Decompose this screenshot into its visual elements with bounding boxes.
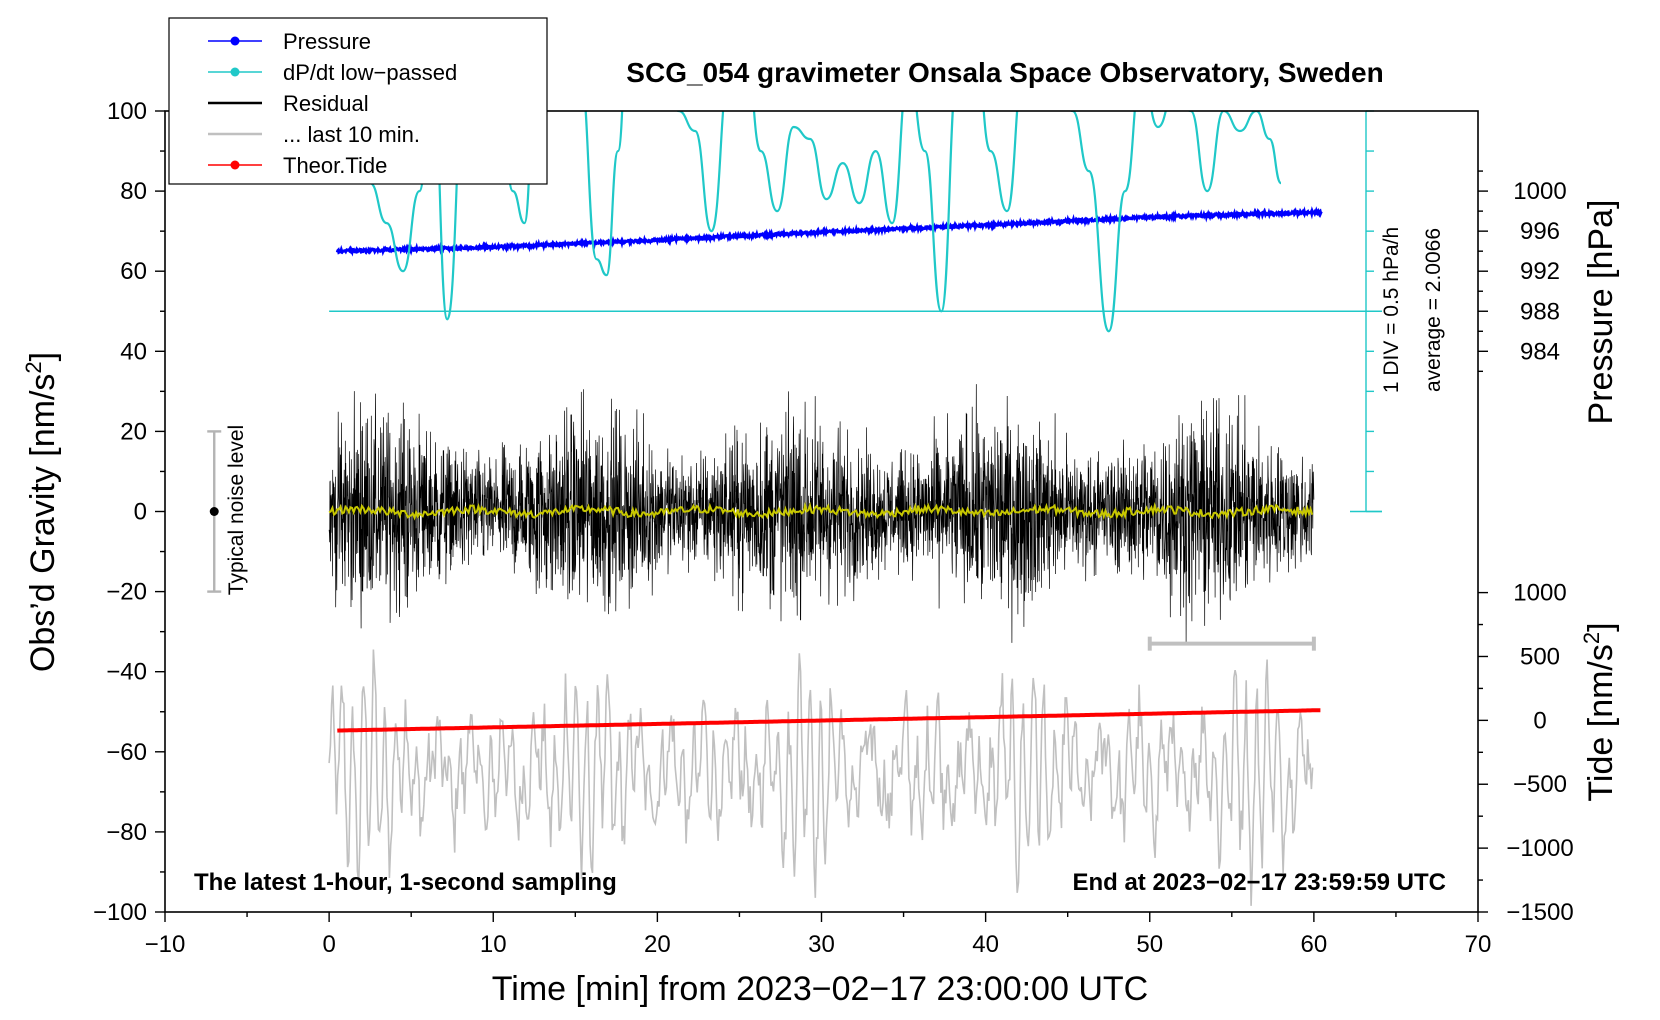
last-10-min-line	[328, 649, 1314, 906]
tide-axis-label-end: ]	[1582, 622, 1620, 631]
tide-axis-label-main: Tide [nm/s	[1582, 644, 1620, 801]
pressure-tick-label: 996	[1520, 218, 1560, 245]
x-tick-label: 30	[808, 931, 835, 958]
x-axis-label: Time [min] from 2023−02−17 23:00:00 UTC	[492, 970, 1148, 1008]
legend-marker	[230, 36, 240, 46]
tide-axis-label: Tide [nm/s2]	[1579, 622, 1620, 801]
legend-label: dP/dt low−passed	[283, 60, 457, 85]
pressure-tick-label: 1000	[1513, 178, 1566, 205]
tide-tick-label: −500	[1513, 771, 1567, 798]
theoretical-tide-line	[337, 708, 1321, 733]
tide-tick-label: 500	[1520, 643, 1560, 670]
x-tick-label: 50	[1136, 931, 1163, 958]
x-tick-label: 20	[644, 931, 671, 958]
dpdt-lowpassed-line	[359, 111, 1283, 333]
y-tick-label: −20	[106, 579, 147, 606]
pressure-tick-label: 992	[1520, 258, 1560, 285]
x-tick-label: 10	[480, 931, 507, 958]
tide-tick-label: 1000	[1513, 580, 1566, 607]
y-axis-label-main: Obs’d Gravity [nm/s	[24, 374, 62, 673]
y-tick-label: −100	[93, 899, 147, 926]
legend-box	[168, 17, 548, 185]
legend-marker	[230, 160, 240, 170]
legend-label: Residual	[283, 91, 369, 116]
pressure-tick-label: 988	[1520, 298, 1560, 325]
tide-tick-label: −1500	[1506, 899, 1573, 926]
pressure-line	[335, 206, 1323, 257]
tide-tick-label: −1000	[1506, 835, 1573, 862]
noise-bar-center	[209, 507, 219, 516]
tide-tick-label: 0	[1533, 707, 1546, 734]
axes-layer	[155, 110, 1488, 922]
y-tick-label: 20	[120, 418, 147, 445]
legend: Pressure dP/dt low−passed Residual ... last…	[168, 17, 548, 185]
y-tick-label: 0	[134, 499, 147, 526]
chart-title: SCG_054 gravimeter Onsala Space Observat…	[626, 57, 1383, 88]
y-axis-label-sup: 2	[21, 361, 46, 373]
y-tick-label: −40	[106, 659, 147, 686]
legend-label: Theor.Tide	[283, 153, 387, 178]
legend-label: ... last 10 min.	[283, 122, 420, 147]
y-tick-label: −60	[106, 739, 147, 766]
sampling-annotation: The latest 1-hour, 1-second sampling	[194, 869, 617, 896]
y-axis-label-end: ]	[24, 352, 62, 361]
dpdt-average-label: average = 2.0066	[1422, 228, 1445, 392]
x-tick-label: 70	[1465, 931, 1492, 958]
data-layer	[207, 110, 1382, 906]
legend-marker	[230, 67, 240, 77]
y-axis-label: Obs’d Gravity [nm/s2]	[21, 352, 62, 672]
end-time-annotation: End at 2023−02−17 23:59:59 UTC	[1072, 869, 1446, 896]
residual-line	[328, 384, 1315, 645]
pressure-tick-label: 984	[1520, 338, 1560, 365]
noise-level-label: Typical noise level	[225, 425, 248, 595]
legend-label: Pressure	[283, 29, 371, 54]
y-tick-label: −80	[106, 819, 147, 846]
y-tick-label: 100	[107, 98, 147, 125]
x-tick-label: −10	[145, 931, 186, 958]
x-tick-label: 60	[1301, 931, 1328, 958]
residual-lowpass-line	[328, 501, 1314, 521]
text-layer: −10 0 10 20 30 40 50 60 70−100−80−60−40−20020406…	[93, 98, 1574, 958]
y-tick-label: 80	[120, 178, 147, 205]
x-tick-label: 0	[322, 931, 335, 958]
pressure-axis-label: Pressure [hPa]	[1582, 200, 1620, 425]
tide-axis-label-sup: 2	[1579, 632, 1604, 644]
x-tick-label: 40	[972, 931, 999, 958]
y-tick-label: 60	[120, 258, 147, 285]
dpdt-scale-label: 1 DIV = 0.5 hPa/h	[1380, 227, 1403, 393]
y-tick-label: 40	[120, 338, 147, 365]
